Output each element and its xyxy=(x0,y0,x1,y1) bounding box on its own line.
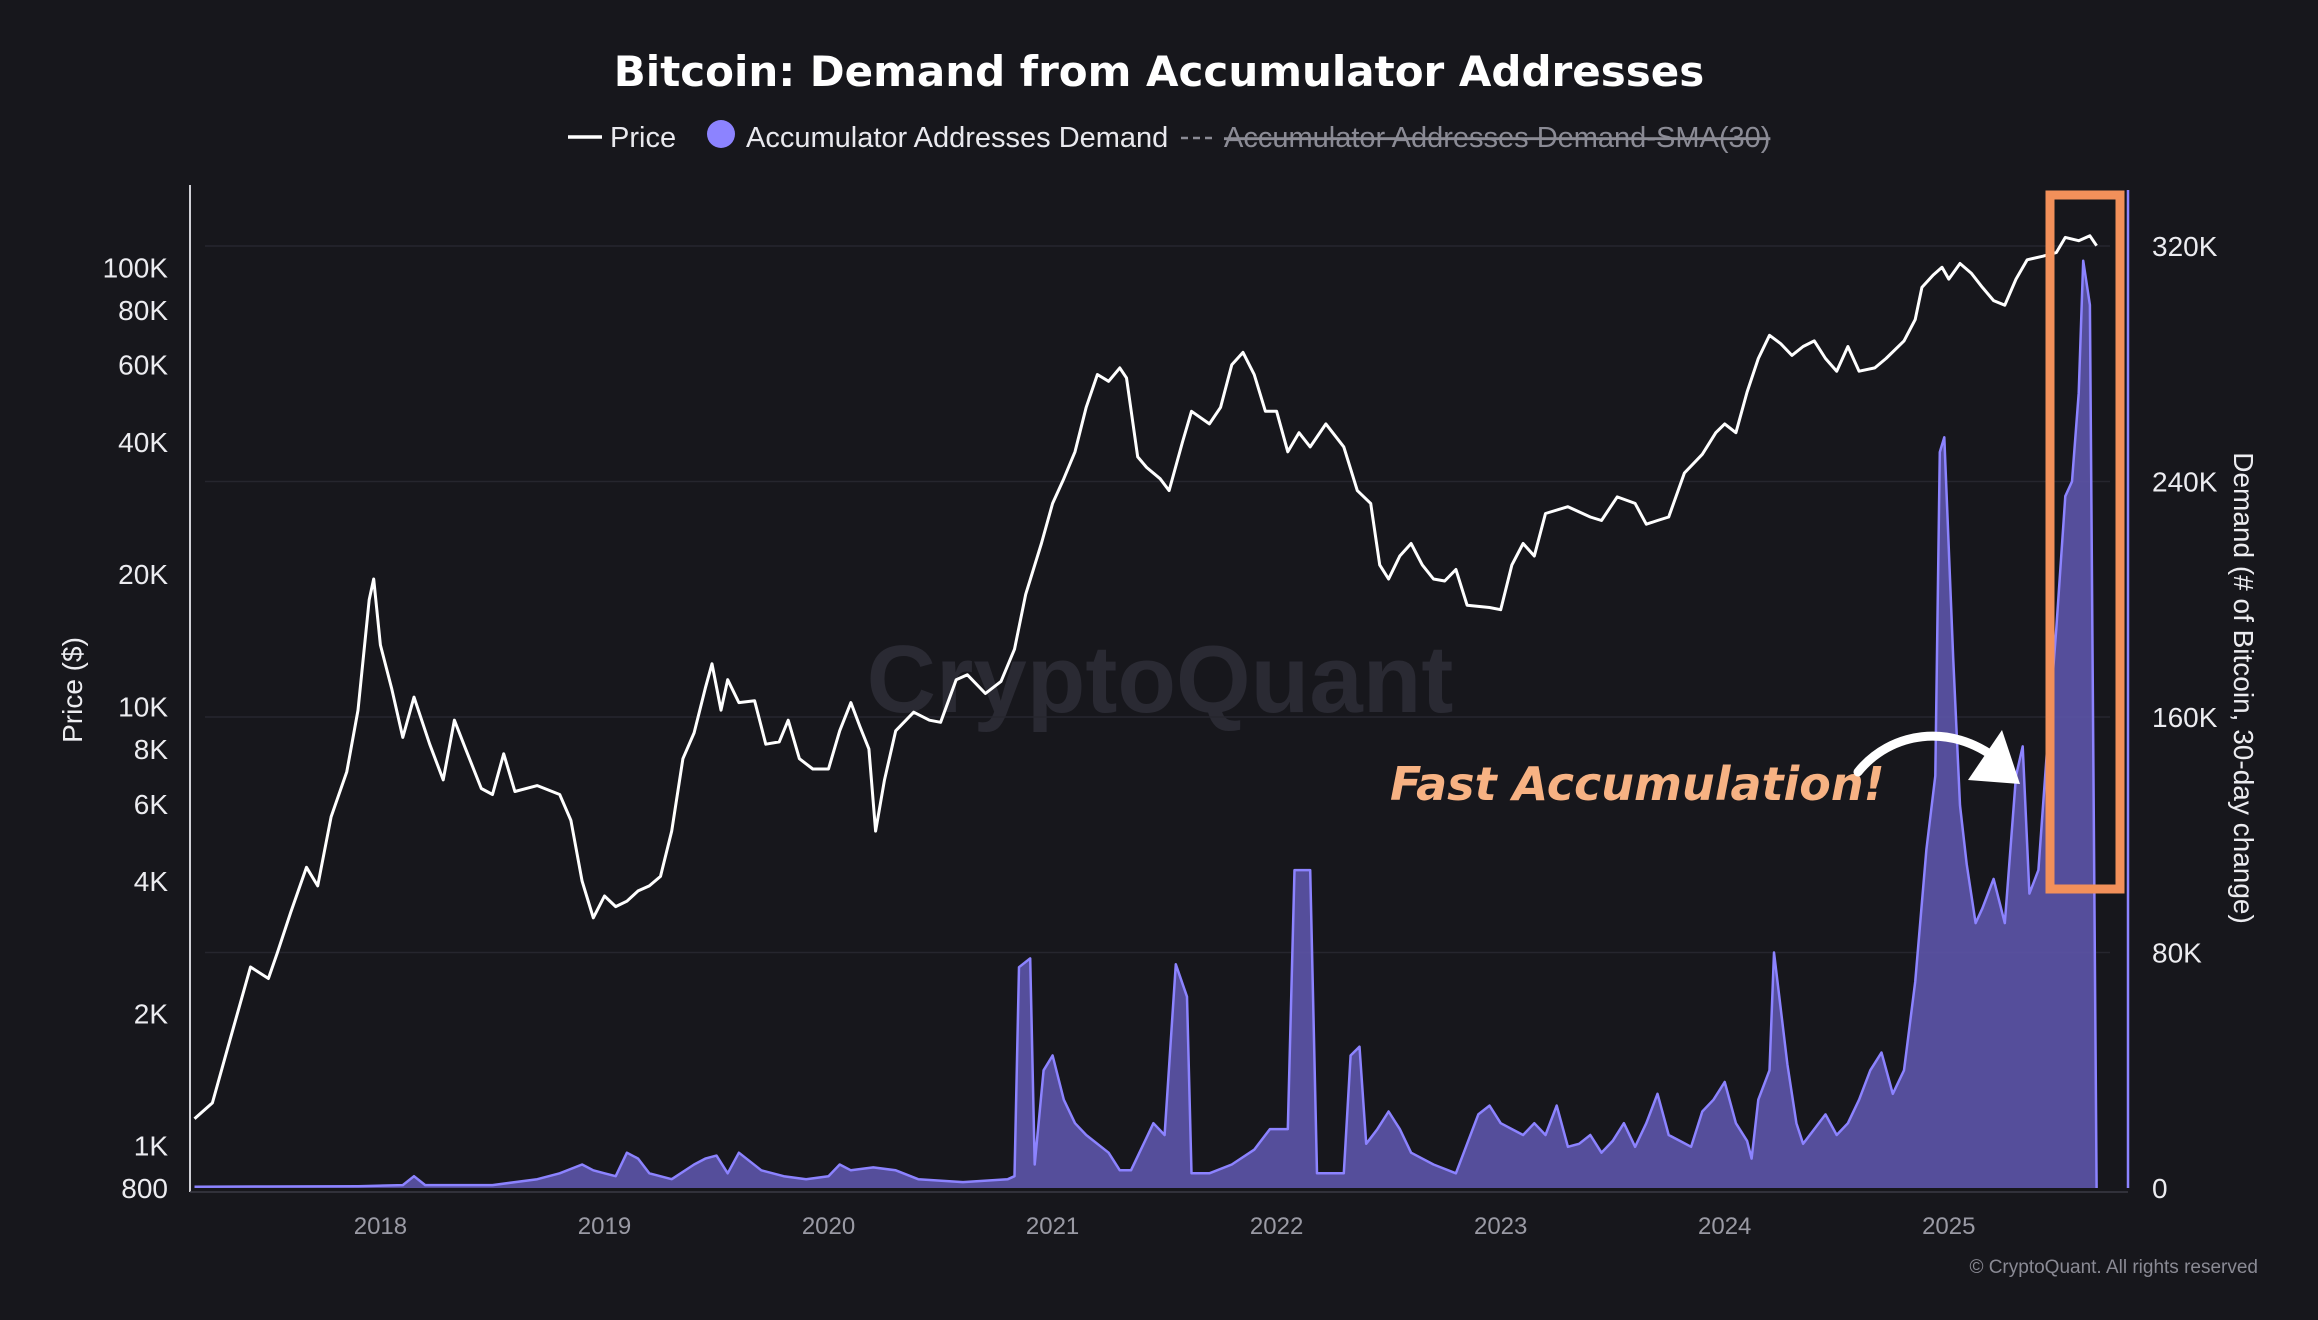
x-tick-label: 2020 xyxy=(802,1213,855,1240)
right-axis-ticks: 0 80K 160K 240K 320K xyxy=(2152,231,2218,1204)
right-tick-label: 0 xyxy=(2152,1173,2168,1204)
legend-demand-swatch xyxy=(707,120,735,148)
x-tick-label: 2022 xyxy=(1250,1213,1303,1240)
annotation-group: Fast Accumulation! xyxy=(1390,190,2125,894)
annotation-arrow-head xyxy=(1968,730,2020,784)
highlight-box xyxy=(2045,190,2125,894)
left-tick-label: 8K xyxy=(134,734,169,765)
left-tick-label: 80K xyxy=(118,295,168,326)
legend-demand-label[interactable]: Accumulator Addresses Demand xyxy=(746,122,1168,154)
price-line xyxy=(193,234,2098,1120)
right-tick-label: 320K xyxy=(2152,231,2218,262)
chart-title: Bitcoin: Demand from Accumulator Address… xyxy=(614,47,1704,96)
left-tick-label: 4K xyxy=(134,866,169,897)
right-tick-label: 80K xyxy=(2152,938,2202,969)
left-tick-label: 6K xyxy=(134,789,169,820)
axes-layer xyxy=(189,185,2130,1193)
watermark: CryptoQuant xyxy=(867,626,1454,733)
left-tick-label: 2K xyxy=(134,998,169,1029)
legend-sma-label[interactable]: Accumulator Addresses Demand-SMA(30) xyxy=(1224,122,1770,154)
demand-area xyxy=(194,260,2097,1188)
left-tick-label: 40K xyxy=(118,427,168,458)
x-tick-label: 2023 xyxy=(1474,1213,1527,1240)
x-tick-label: 2025 xyxy=(1922,1213,1975,1240)
copyright: © CryptoQuant. All rights reserved xyxy=(1969,1257,2258,1278)
x-tick-label: 2024 xyxy=(1698,1213,1751,1240)
left-tick-label: 800 xyxy=(121,1173,168,1204)
price-series xyxy=(193,234,2098,1120)
demand-line xyxy=(194,259,2098,1189)
demand-series xyxy=(194,259,2098,1189)
annotation-text: Fast Accumulation! xyxy=(1390,757,1885,811)
legend-price-label[interactable]: Price xyxy=(610,122,676,154)
x-tick-label: 2021 xyxy=(1026,1213,1079,1240)
right-tick-label: 160K xyxy=(2152,702,2218,733)
right-axis-label: Demand (# of Bitcoin, 30-day change) xyxy=(2228,452,2259,924)
annotation-arrow-shaft xyxy=(1853,731,2003,777)
right-tick-label: 240K xyxy=(2152,467,2218,498)
left-axis-label: Price ($) xyxy=(57,637,88,743)
left-tick-label: 1K xyxy=(134,1130,169,1161)
grid-layer xyxy=(205,245,2110,954)
x-tick-label: 2019 xyxy=(578,1213,631,1240)
x-axis-ticks: 2018 2019 2020 2021 2022 2023 2024 2025 xyxy=(354,1213,1976,1240)
left-tick-label: 60K xyxy=(118,350,168,381)
left-tick-label: 100K xyxy=(103,252,169,283)
left-tick-label: 10K xyxy=(118,691,168,722)
left-axis-ticks: 800 1K 2K 4K 6K 8K 10K 20K 40K 60K 80K 100K xyxy=(103,252,169,1204)
left-tick-label: 20K xyxy=(118,559,168,590)
legend: Price Accumulator Addresses Demand Accum… xyxy=(568,120,1770,154)
x-tick-label: 2018 xyxy=(354,1213,407,1240)
